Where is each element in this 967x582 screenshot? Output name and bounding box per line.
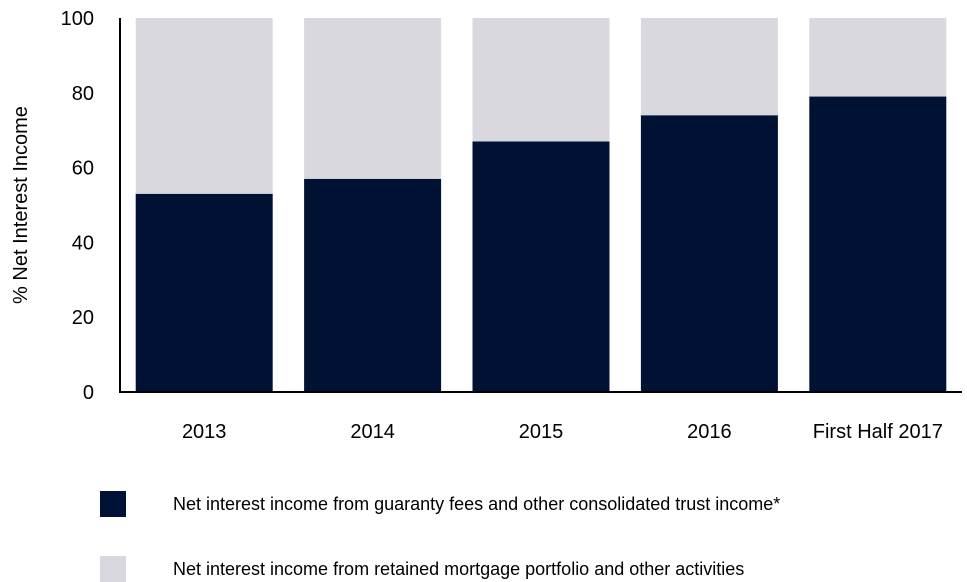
y-tick-label: 80 — [72, 83, 94, 105]
bar-guaranty-fees-1 — [304, 178, 442, 392]
x-tick-label: First Half 2017 — [813, 421, 943, 443]
legend-swatch-retained-portfolio — [100, 556, 126, 582]
x-tick-labels: 2013 2014 2015 2016 First Half 2017 — [182, 421, 943, 443]
legend-item-guaranty-fees: Net interest income from guaranty fees a… — [100, 491, 940, 517]
y-tick-label: 60 — [72, 158, 94, 180]
legend-label-retained-portfolio: Net interest income from retained mortga… — [173, 559, 745, 579]
x-tick-label: 2015 — [519, 421, 564, 443]
bar-guaranty-fees-0 — [135, 193, 273, 392]
bar-guaranty-fees-4 — [809, 96, 947, 392]
bars — [135, 18, 947, 393]
y-tick-label: 100 — [61, 8, 94, 30]
y-tick-label: 20 — [72, 307, 94, 329]
bar-retained-portfolio-0 — [135, 18, 273, 194]
bar-retained-portfolio-4 — [809, 18, 947, 97]
x-tick-label: 2014 — [350, 421, 395, 443]
x-tick-label: 2013 — [182, 421, 227, 443]
legend-swatch-guaranty-fees — [100, 491, 126, 517]
y-axis-label: % Net Interest Income — [10, 106, 32, 304]
x-tick-label: 2016 — [687, 421, 732, 443]
stacked-bar-chart: 0 20 40 60 80 100 2013 2014 2015 2016 First Half … — [10, 8, 962, 443]
bar-guaranty-fees-2 — [472, 141, 610, 392]
legend-label-guaranty-fees: Net interest income from guaranty fees a… — [173, 494, 781, 514]
y-tick-label: 0 — [83, 382, 94, 404]
legend-item-retained-portfolio: Net interest income from retained mortga… — [100, 556, 940, 582]
bar-retained-portfolio-3 — [640, 18, 778, 116]
bar-guaranty-fees-3 — [640, 115, 778, 393]
y-tick-labels: 0 20 40 60 80 100 — [61, 8, 94, 404]
bar-retained-portfolio-2 — [472, 18, 610, 142]
y-tick-label: 40 — [72, 232, 94, 254]
bar-retained-portfolio-1 — [304, 18, 442, 179]
